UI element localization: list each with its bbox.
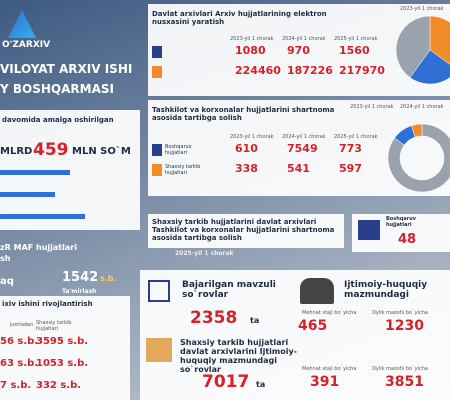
label: Oylik maoshi bo`yicha [372, 310, 428, 316]
dev-col: jumladan [10, 322, 34, 328]
column: 2024-yil 1 chorak [282, 134, 326, 140]
value: 7549 [287, 142, 318, 155]
row-icon [152, 164, 162, 176]
icon [300, 278, 334, 304]
label: Boshqaruv hujjatlari [386, 216, 417, 228]
period: 2025-yil 1 chorak [175, 250, 234, 257]
pie-slice [387, 123, 450, 193]
legend: 2024-yil 1 chorak [400, 104, 444, 110]
pie-slice [411, 123, 423, 138]
maf-left: aq [0, 276, 14, 287]
value: 1560 [339, 44, 370, 57]
pie-slice [409, 49, 450, 85]
contract-title: Tashkilot va korxonalar hujjatlarini sha… [152, 106, 335, 122]
unit: ta [256, 380, 266, 389]
row-label: Shaxsiy tarkib hujjatlari [165, 164, 201, 176]
maf-title: sh [0, 254, 11, 263]
value: 187226 [287, 64, 333, 77]
icon [148, 280, 170, 302]
personnel-title: Shaxsiy tarkib hujjatlarini davlat arxiv… [152, 218, 335, 242]
legend: 2023-yil 1 chorak [400, 6, 444, 12]
digit-title: Davlat arxivlari Arxiv hujjatlarining el… [152, 10, 327, 26]
value: 541 [287, 162, 310, 175]
label: Mehnat staji bo`yicha [302, 366, 357, 372]
unit: MLN SO`M [72, 146, 131, 157]
row-label: Boshqaruv hujjatlari [165, 144, 192, 156]
column: 2024-yil 1 chorak [282, 36, 326, 42]
unit: ta [250, 316, 260, 325]
column: 2023-yil 1 chorak [230, 134, 274, 140]
column: 2025-yil 1 chorak [334, 36, 378, 42]
title: Shaxsiy tarkib hujjatlari davlat arxivla… [180, 338, 297, 374]
value: 610 [235, 142, 258, 155]
dev-title: ixiv ishini rivojlantirish [2, 300, 93, 308]
value: 338 [235, 162, 258, 175]
title: Bajarilgan mavzuli so`rovlar [182, 280, 276, 300]
caption: davomida amalga oshirilgan [2, 116, 114, 124]
requests-panel [140, 270, 450, 400]
dev-value: 7 s.b. [0, 380, 32, 391]
dev-value: 56 s.b. [0, 336, 39, 347]
value: 597 [339, 162, 362, 175]
pie-slice [429, 15, 450, 65]
value: 7017 [202, 372, 250, 392]
label: Oylik maoshi bo`yicha [372, 366, 428, 372]
deco-bar [0, 192, 55, 197]
icon [146, 338, 172, 362]
logo: O'ZARXIV [2, 40, 51, 50]
amount: 459 [33, 140, 69, 160]
row-icon [152, 66, 162, 78]
deco-bar [0, 214, 85, 219]
maf-title: zR MAF hujjatlari [0, 243, 77, 252]
pie-slice [395, 15, 431, 78]
dev-value: 1053 s.b. [36, 358, 89, 369]
value: 773 [339, 142, 362, 155]
value: 1230 [385, 318, 424, 334]
dev-value: 3595 s.b. [36, 336, 89, 347]
value: 2358 [190, 308, 238, 328]
title: Y BOSHQARMASI [0, 82, 114, 96]
deco-bar [0, 170, 70, 175]
value: 391 [310, 374, 340, 390]
value: 1080 [235, 44, 266, 57]
label: Mehnat staji bo`yicha [302, 310, 357, 316]
row-icon [152, 46, 162, 58]
value: 970 [287, 44, 310, 57]
dev-value: 63 s.b. [0, 358, 39, 369]
value: 3851 [385, 374, 424, 390]
maf-unit: s.b. [100, 274, 117, 283]
column: 2025-yil 1 chorak [334, 134, 378, 140]
row-icon [152, 144, 162, 156]
value: 48 [398, 232, 417, 247]
legend: 2023-yil 1 chorak [350, 104, 394, 110]
column: 2023-yil 1 chorak [230, 36, 274, 42]
value: 224460 [235, 64, 281, 77]
dev-value: 332 s.b. [36, 380, 82, 391]
title: VILOYAT ARXIV ISHI [0, 62, 133, 76]
value: 465 [298, 318, 328, 334]
maf-caption: Ta'mirlash [62, 288, 97, 295]
dev-panel [0, 296, 130, 400]
value: 217970 [339, 64, 385, 77]
personnel-panel [148, 214, 344, 248]
maf-value: 1542 [62, 270, 99, 285]
icon [358, 220, 380, 240]
dev-col: Shaxsiy tarkib hujjatlari [36, 320, 72, 332]
title: Ijtimoiy-huquqiy mazmundagi [344, 280, 428, 300]
prefix: MLRD [0, 146, 33, 157]
